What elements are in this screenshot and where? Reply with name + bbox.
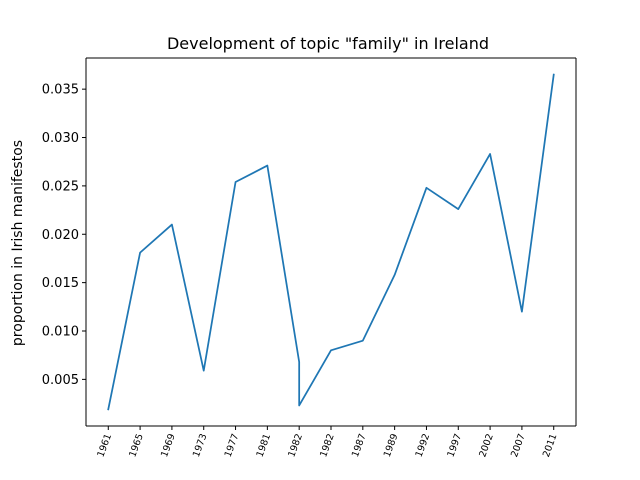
y-axis-label: proportion in Irish manifestos — [10, 140, 26, 346]
y-tick-label: 0.010 — [42, 325, 79, 340]
chart-title: Development of topic "family" in Ireland — [167, 34, 489, 53]
y-tick-label: 0.020 — [42, 228, 79, 243]
y-tick-label: 0.030 — [42, 131, 79, 146]
y-tick-label: 0.015 — [42, 276, 79, 291]
y-tick-label: 0.025 — [42, 179, 79, 194]
y-tick-label: 0.005 — [42, 373, 79, 388]
series-line-0 — [107, 73, 555, 411]
y-tick-label: 0.035 — [42, 83, 79, 98]
